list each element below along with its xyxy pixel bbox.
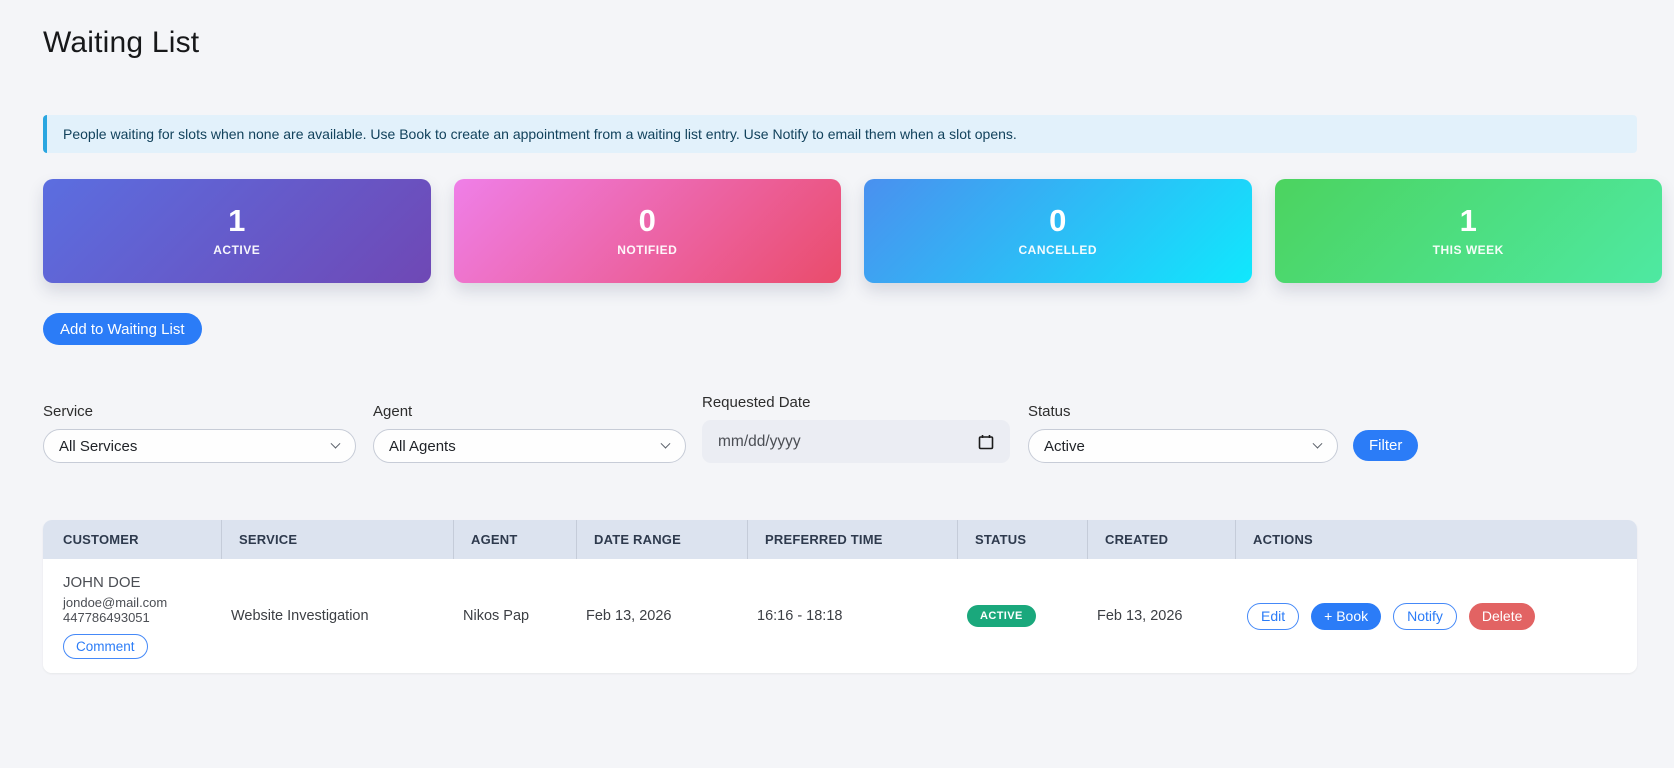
header-actions: ACTIONS <box>1235 520 1637 559</box>
date-range-cell: Feb 13, 2026 <box>586 608 672 624</box>
stat-label-active: ACTIVE <box>213 242 261 257</box>
waiting-list-table: CUSTOMER SERVICE AGENT DATE RANGE PREFER… <box>43 520 1637 673</box>
agent-cell: Nikos Pap <box>463 608 530 624</box>
stats-row: 1 ACTIVE 0 NOTIFIED 0 CANCELLED 1 THIS W… <box>43 179 1662 283</box>
header-service: SERVICE <box>221 520 453 559</box>
service-filter-label: Service <box>43 403 94 420</box>
requested-date-label: Requested Date <box>702 394 811 411</box>
header-preferred-time: PREFERRED TIME <box>747 520 957 559</box>
requested-date-input[interactable]: mm/dd/yyyy <box>702 420 1010 463</box>
status-badge: ACTIVE <box>967 605 1036 627</box>
filters-bar: Service All Services Agent All Agents Re… <box>43 394 1674 463</box>
stat-card-cancelled: 0 CANCELLED <box>864 179 1252 283</box>
customer-name: JOHN DOE <box>63 574 141 591</box>
stat-value-this-week: 1 <box>1459 202 1477 238</box>
requested-date-placeholder: mm/dd/yyyy <box>718 432 801 450</box>
agent-select-value: All Agents <box>389 437 456 455</box>
calendar-icon <box>978 434 994 449</box>
stat-card-this-week: 1 THIS WEEK <box>1274 179 1662 283</box>
preferred-time-cell: 16:16 - 18:18 <box>757 608 843 624</box>
info-alert-text: People waiting for slots when none are a… <box>63 126 1017 142</box>
stat-value-cancelled: 0 <box>1049 202 1067 238</box>
status-select-value: Active <box>1044 437 1085 455</box>
stat-value-notified: 0 <box>638 202 656 238</box>
chevron-down-icon <box>330 438 341 449</box>
header-created: CREATED <box>1087 520 1235 559</box>
stat-label-this-week: THIS WEEK <box>1432 242 1504 257</box>
actions-cell: Edit + Book Notify Delete <box>1235 602 1637 630</box>
status-select[interactable]: Active <box>1028 429 1338 463</box>
status-filter-label: Status <box>1028 403 1071 420</box>
header-status: STATUS <box>957 520 1087 559</box>
table-header-row: CUSTOMER SERVICE AGENT DATE RANGE PREFER… <box>43 520 1637 559</box>
stat-value-active: 1 <box>228 202 246 238</box>
stat-card-active: 1 ACTIVE <box>43 179 431 283</box>
service-select-value: All Services <box>59 437 138 455</box>
page-title: Waiting List <box>43 26 200 59</box>
agent-select[interactable]: All Agents <box>373 429 686 463</box>
book-button[interactable]: + Book <box>1311 602 1382 630</box>
notify-button[interactable]: Notify <box>1393 602 1457 630</box>
stat-card-notified: 0 NOTIFIED <box>453 179 841 283</box>
edit-button[interactable]: Edit <box>1247 602 1300 630</box>
filter-button[interactable]: Filter <box>1353 430 1419 461</box>
customer-email: jondoe@mail.com <box>63 595 168 610</box>
service-select[interactable]: All Services <box>43 429 356 463</box>
chevron-down-icon <box>660 438 671 449</box>
table-row: JOHN DOE jondoe@mail.com 447786493051 Co… <box>43 559 1637 673</box>
info-alert: People waiting for slots when none are a… <box>43 115 1637 153</box>
add-to-waiting-list-button[interactable]: Add to Waiting List <box>43 313 202 345</box>
stat-label-cancelled: CANCELLED <box>1018 242 1097 257</box>
created-cell: Feb 13, 2026 <box>1097 608 1183 624</box>
status-cell: ACTIVE <box>957 605 1087 627</box>
header-agent: AGENT <box>453 520 576 559</box>
comment-button[interactable]: Comment <box>63 634 148 659</box>
customer-phone: 447786493051 <box>63 610 150 625</box>
agent-filter-label: Agent <box>373 403 413 420</box>
delete-button[interactable]: Delete <box>1468 602 1536 630</box>
stat-label-notified: NOTIFIED <box>617 242 678 257</box>
waiting-list-page: Waiting List People waiting for slots wh… <box>43 26 1674 673</box>
header-customer: CUSTOMER <box>63 532 139 547</box>
chevron-down-icon <box>1312 438 1323 449</box>
header-date-range: DATE RANGE <box>576 520 747 559</box>
customer-cell: JOHN DOE jondoe@mail.com 447786493051 Co… <box>43 559 221 673</box>
service-cell: Website Investigation <box>231 608 369 624</box>
